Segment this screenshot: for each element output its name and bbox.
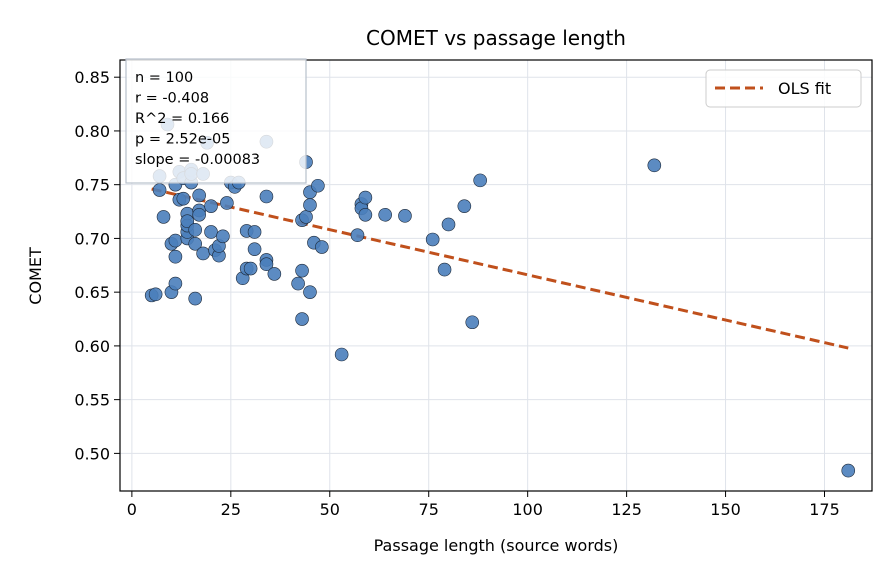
chart-title: COMET vs passage length (366, 26, 626, 50)
data-point (473, 173, 487, 188)
data-point (168, 276, 183, 291)
plot-frame (119, 59, 873, 492)
data-point (188, 291, 202, 306)
data-point (188, 236, 202, 251)
stat-line: slope = -0.00083 (135, 152, 260, 168)
y-tick-label: 0.60 (74, 337, 110, 356)
data-point (180, 214, 195, 229)
stat-line: R^2 = 0.166 (135, 111, 229, 127)
data-point (398, 209, 412, 223)
data-point (441, 217, 456, 232)
data-point (358, 207, 373, 222)
data-point (350, 228, 365, 242)
data-point (156, 210, 171, 224)
x-axis-label: Passage length (source words) (374, 536, 619, 555)
data-points (144, 117, 856, 478)
data-point (196, 246, 210, 261)
y-tick-label: 0.75 (74, 176, 110, 195)
y-tick-label: 0.55 (74, 391, 110, 410)
data-point (358, 190, 373, 205)
y-tick-label: 0.65 (74, 283, 110, 302)
data-point (247, 225, 262, 239)
stats-box: n = 100 r = -0.408 R^2 = 0.166 p = 2.52e-05… (125, 58, 307, 184)
data-point (291, 276, 305, 291)
data-point (295, 263, 309, 278)
data-point (192, 207, 206, 222)
data-point (259, 257, 274, 272)
y-tick-label: 0.50 (74, 444, 110, 463)
data-point (247, 242, 262, 256)
y-axis: 0.50 0.55 0.60 0.65 0.70 0.75 0.80 0.85 (74, 68, 120, 463)
data-point (457, 199, 472, 213)
y-tick-label: 0.85 (74, 68, 110, 87)
x-tick-label: 125 (611, 500, 642, 519)
data-point (425, 232, 440, 247)
x-tick-label: 0 (127, 500, 137, 519)
data-point (303, 198, 317, 212)
data-point (204, 225, 218, 239)
data-point (303, 285, 317, 299)
data-point (192, 188, 206, 203)
stat-line: r = -0.408 (135, 91, 209, 107)
data-point (378, 207, 392, 222)
x-tick-label: 175 (809, 500, 840, 519)
data-point (216, 229, 230, 244)
data-point (311, 178, 325, 193)
x-axis: 0 25 50 75 100 125 150 175 (127, 491, 840, 519)
data-point (299, 210, 313, 224)
y-tick-label: 0.80 (74, 122, 110, 141)
legend-label-ols-fit: OLS fit (778, 79, 831, 98)
data-point (647, 158, 662, 173)
data-point (168, 249, 183, 264)
x-tick-label: 150 (710, 500, 741, 519)
data-point (148, 287, 163, 302)
data-point (267, 267, 282, 281)
data-point (315, 240, 329, 254)
x-tick-label: 25 (221, 500, 241, 519)
data-point (243, 261, 258, 276)
data-point (188, 223, 202, 237)
x-tick-label: 50 (320, 500, 340, 519)
data-point (204, 199, 218, 213)
data-point (295, 312, 309, 326)
stat-line: p = 2.52e-05 (135, 132, 230, 148)
data-point (259, 189, 274, 204)
data-point (465, 315, 480, 330)
x-tick-label: 100 (512, 500, 543, 519)
data-point (176, 191, 191, 206)
stat-line: n = 100 (135, 70, 193, 86)
legend: OLS fit (705, 69, 862, 108)
y-tick-label: 0.70 (74, 229, 110, 248)
data-point (334, 347, 349, 362)
data-point (152, 183, 167, 197)
data-point (437, 262, 452, 277)
x-tick-label: 75 (419, 500, 439, 519)
data-point (841, 463, 856, 478)
data-point (220, 196, 234, 210)
y-axis-label: COMET (26, 247, 45, 305)
grid-lines (120, 60, 872, 491)
data-point (168, 233, 183, 248)
